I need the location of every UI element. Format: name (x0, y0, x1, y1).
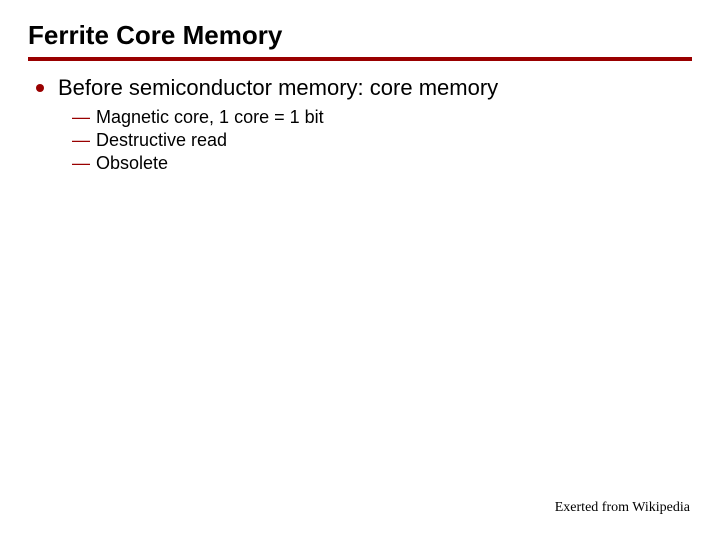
sub-bullet-item: — Magnetic core, 1 core = 1 bit (72, 107, 692, 128)
sub-bullet-list: — Magnetic core, 1 core = 1 bit — Destructi… (28, 107, 692, 174)
sub-bullet-text: Destructive read (96, 130, 227, 151)
sub-bullet-item: — Destructive read (72, 130, 692, 151)
title-underline-rule (28, 57, 692, 61)
bullet-marker-icon (36, 84, 44, 92)
dash-icon: — (72, 153, 90, 174)
slide-body: Ferrite Core Memory Before semiconductor… (0, 0, 720, 174)
dash-icon: — (72, 130, 90, 151)
footer-attribution: Exerted from Wikipedia (555, 500, 690, 516)
sub-bullet-item: — Obsolete (72, 153, 692, 174)
slide-title: Ferrite Core Memory (28, 20, 692, 55)
sub-bullet-text: Obsolete (96, 153, 168, 174)
sub-bullet-text: Magnetic core, 1 core = 1 bit (96, 107, 324, 128)
dash-icon: — (72, 107, 90, 128)
bullet-text: Before semiconductor memory: core memory (58, 75, 498, 101)
bullet-level1: Before semiconductor memory: core memory (28, 75, 692, 101)
